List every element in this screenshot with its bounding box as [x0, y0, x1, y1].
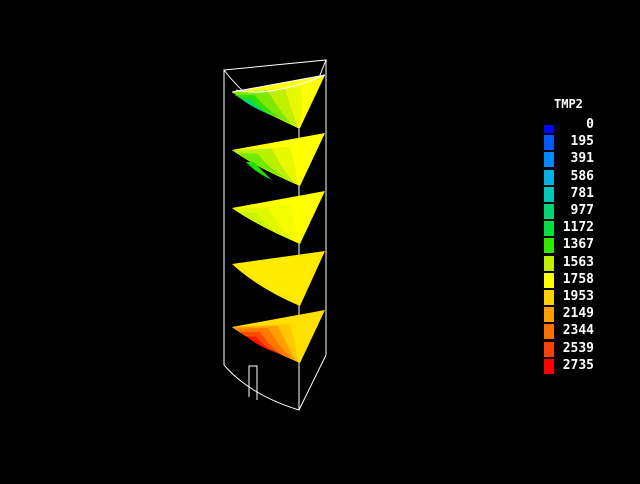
legend-row: 1758 — [540, 271, 640, 288]
legend-value: 2735 — [562, 357, 594, 373]
legend-value: 2344 — [562, 323, 594, 339]
legend-row: 391 — [540, 150, 640, 168]
legend-swatch — [544, 324, 554, 340]
legend-swatch — [544, 255, 554, 271]
legend-swatch — [544, 358, 554, 374]
legend-swatch — [544, 125, 554, 133]
contour-slice-1 — [231, 74, 326, 128]
legend-value: 1563 — [562, 254, 594, 270]
legend-value: 586 — [570, 168, 594, 184]
legend-swatch — [544, 135, 554, 151]
legend-row: 1953 — [540, 288, 640, 305]
legend-row: 1172 — [540, 219, 640, 237]
legend-swatch — [544, 221, 554, 237]
legend-value: 2149 — [562, 306, 594, 322]
wireframe-bottom — [223, 354, 327, 411]
legend-row: 2735 — [540, 357, 640, 374]
legend-swatch — [544, 186, 554, 202]
legend-swatch — [544, 204, 554, 219]
legend-value: 195 — [570, 134, 594, 150]
wireframe-inlet — [248, 365, 258, 400]
legend-swatch — [544, 341, 554, 357]
legend-row: 2149 — [540, 305, 640, 323]
legend-value: 0 — [586, 117, 594, 132]
legend-swatch — [544, 152, 554, 168]
legend-value: 1367 — [562, 237, 594, 253]
legend-swatch — [544, 272, 554, 288]
legend-value: 1953 — [562, 289, 594, 304]
legend-row: 195 — [540, 133, 640, 151]
contour-slice-5 — [232, 310, 325, 363]
legend-swatch — [544, 238, 554, 254]
contour-slice-2 — [232, 133, 325, 186]
legend-value: 391 — [570, 151, 594, 167]
legend-value: 2539 — [562, 340, 594, 356]
wireframe-enclosure — [223, 59, 327, 411]
legend-row: 1367 — [540, 236, 640, 254]
legend-row: 977 — [540, 202, 640, 219]
contour-slice-3 — [232, 191, 325, 244]
legend-value: 1172 — [562, 220, 594, 236]
legend-row: 781 — [540, 185, 640, 202]
legend-title: TMP2 — [554, 97, 583, 111]
legend-row: 586 — [540, 168, 640, 185]
contour-slice-4 — [232, 251, 325, 306]
legend-row: 0 — [540, 116, 640, 133]
legend-swatch — [544, 290, 554, 305]
legend-value: 781 — [570, 185, 594, 201]
legend-row: 2539 — [540, 340, 640, 357]
legend-swatch — [544, 307, 554, 323]
legend-row: 1563 — [540, 254, 640, 271]
legend-row: 2344 — [540, 322, 640, 340]
legend-value: 1758 — [562, 271, 594, 287]
legend-swatch — [544, 169, 554, 185]
legend-value: 977 — [570, 203, 594, 218]
